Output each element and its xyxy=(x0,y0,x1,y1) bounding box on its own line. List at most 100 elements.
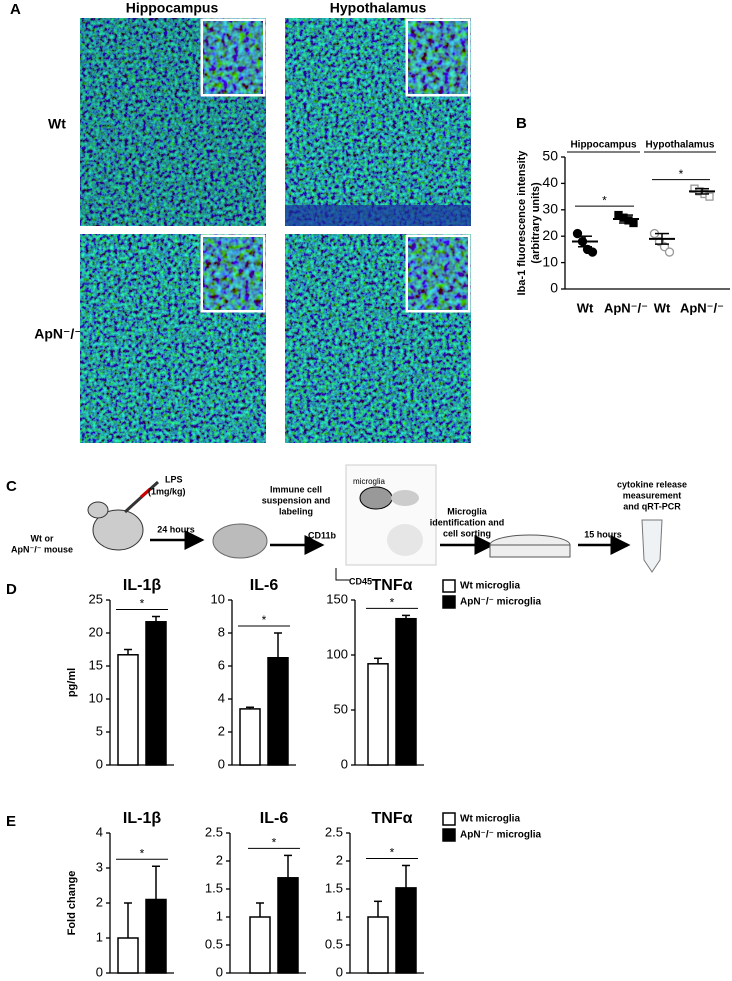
legend-swatch xyxy=(442,579,456,593)
y-tick-label: 50 xyxy=(542,148,558,164)
y-tick-label: 15 xyxy=(89,657,103,672)
y-tick-label: 1.5 xyxy=(205,880,223,895)
chart-title: IL-1β xyxy=(123,810,161,827)
population xyxy=(387,524,423,556)
significance-label: * xyxy=(390,846,395,860)
y-tick-label: 0 xyxy=(218,756,225,771)
axes-icon xyxy=(335,568,350,581)
mouse-head xyxy=(87,501,109,519)
dish xyxy=(489,544,571,558)
y-tick-label: 2 xyxy=(218,723,225,738)
y-tick-label: 4 xyxy=(218,690,225,705)
tube xyxy=(641,519,663,573)
legend-label: ApN⁻/⁻ microglia xyxy=(460,830,542,841)
micrograph xyxy=(285,205,471,226)
bar xyxy=(117,654,139,766)
y-tick-label: 0.5 xyxy=(325,936,343,951)
row-label: Wt xyxy=(48,116,66,132)
significance-label: * xyxy=(272,836,277,850)
chart-title: IL-6 xyxy=(260,810,289,827)
y-tick-label: 20 xyxy=(89,624,103,639)
legend-swatch xyxy=(442,812,456,826)
significance-label: * xyxy=(679,167,684,181)
label: Microglia xyxy=(447,506,488,516)
panel-label: B xyxy=(516,115,527,132)
label: and qRT-PCR xyxy=(623,501,681,511)
y-tick-label: 0 xyxy=(336,964,343,979)
label: 15 hours xyxy=(584,529,622,539)
y-axis-label: (arbitrary units) xyxy=(530,182,542,264)
bar xyxy=(239,708,261,766)
point xyxy=(587,247,598,257)
label: LPS xyxy=(165,474,183,484)
y-tick-label: 4 xyxy=(96,824,103,839)
significance-label: * xyxy=(140,846,145,860)
x-tick-label: ApN⁻/⁻ xyxy=(680,300,724,315)
y-tick-label: 50 xyxy=(334,701,348,716)
legend-swatch xyxy=(442,595,456,609)
point xyxy=(664,247,675,257)
x-tick-label: Wt xyxy=(654,300,671,315)
label: cytokine release xyxy=(617,479,687,489)
inset xyxy=(203,237,263,310)
legend-label: Wt microglia xyxy=(460,814,520,825)
x-tick-label: ApN⁻/⁻ xyxy=(604,300,648,315)
column-title: Hypothalamus xyxy=(330,0,427,16)
label: (1mg/kg) xyxy=(148,486,186,496)
group-label: Hypothalamus xyxy=(646,140,715,151)
panel-label: A xyxy=(10,1,21,18)
point xyxy=(705,192,714,201)
bar xyxy=(367,663,389,766)
label: suspension and xyxy=(262,495,331,505)
chart-title: TNFα xyxy=(372,810,413,827)
bar xyxy=(249,916,271,974)
label: Wt or xyxy=(31,533,54,543)
y-tick-label: 0 xyxy=(341,756,348,771)
label: microglia xyxy=(353,477,386,486)
bar xyxy=(395,617,417,766)
brain xyxy=(212,523,268,559)
syringe-fluid xyxy=(140,487,151,499)
y-tick-label: 1 xyxy=(336,908,343,923)
y-tick-label: 6 xyxy=(218,657,225,672)
bar xyxy=(367,916,389,974)
label: CD11b xyxy=(308,530,337,540)
y-tick-label: 0 xyxy=(550,280,558,296)
y-tick-label: 10 xyxy=(211,591,225,606)
y-tick-label: 1 xyxy=(96,929,103,944)
legend-label: Wt microglia xyxy=(460,581,520,592)
mouse xyxy=(92,509,144,551)
panel-label: E xyxy=(6,813,16,830)
bar xyxy=(267,657,289,766)
inset xyxy=(203,21,263,94)
label: labeling xyxy=(279,506,313,516)
label: identification and xyxy=(430,517,505,527)
y-tick-label: 30 xyxy=(542,201,558,217)
y-tick-label: 10 xyxy=(542,253,558,269)
y-tick-label: 20 xyxy=(542,227,558,243)
y-axis-label: Iba-1 fluorescence intensity xyxy=(516,150,528,296)
chart-title: IL-6 xyxy=(250,577,279,594)
inset xyxy=(408,237,468,310)
y-tick-label: 150 xyxy=(326,591,348,606)
y-tick-label: 0 xyxy=(96,964,103,979)
legend-label: ApN⁻/⁻ microglia xyxy=(460,597,542,608)
y-tick-label: 8 xyxy=(218,624,225,639)
y-tick-label: 5 xyxy=(96,723,103,738)
label: ApN⁻/⁻ mouse xyxy=(11,544,73,554)
chart-title: TNFα xyxy=(372,577,413,594)
y-tick-label: 25 xyxy=(89,591,103,606)
y-axis-label: Fold change xyxy=(66,871,78,936)
y-tick-label: 2 xyxy=(96,894,103,909)
y-tick-label: 0 xyxy=(96,756,103,771)
panel-label: C xyxy=(6,478,17,495)
significance-label: * xyxy=(602,193,607,207)
micrographs xyxy=(80,18,471,443)
significance-label: * xyxy=(140,597,145,611)
y-tick-label: 2.5 xyxy=(205,824,223,839)
inset xyxy=(408,21,468,94)
y-axis-label: pg/ml xyxy=(66,668,78,697)
workflow: LPS (1mg/kg) Wt or ApN⁻/⁻ mouse 24 hours… xyxy=(11,464,687,586)
population xyxy=(391,490,419,506)
